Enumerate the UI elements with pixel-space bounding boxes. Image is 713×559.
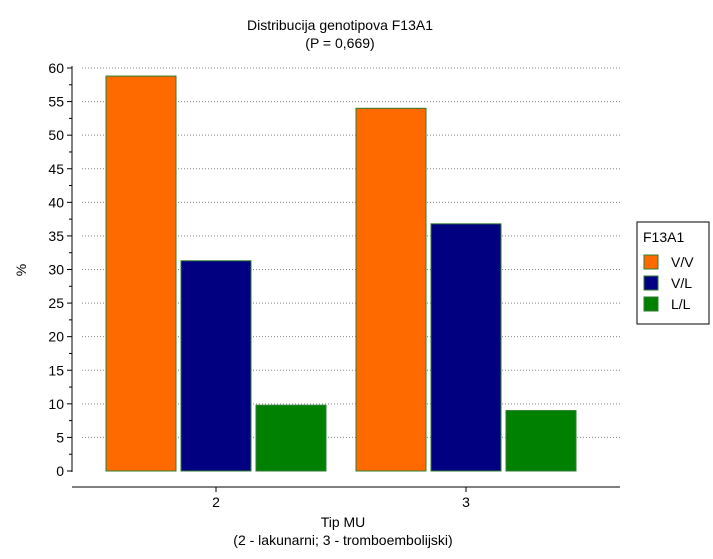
- bar-v-l-2: [180, 260, 252, 472]
- y-tick-label: 15: [48, 362, 64, 378]
- y-tick-label: 10: [48, 396, 64, 412]
- chart-title: Distribucija genotipova F13A1: [247, 17, 433, 33]
- legend-label: L/L: [671, 296, 691, 312]
- x-tick-label: 2: [212, 494, 220, 510]
- y-axis-label: %: [13, 264, 29, 276]
- legend-title: F13A1: [643, 229, 684, 245]
- y-axis: 0 5 10 15 20 25 30 35 40 45 50 55 60: [48, 60, 73, 479]
- y-tick-label: 5: [56, 429, 64, 445]
- legend-label: V/L: [671, 275, 692, 291]
- bar-l-l-2: [255, 404, 327, 472]
- y-tick-label: 50: [48, 127, 64, 143]
- chart-subtitle: (P = 0,669): [305, 35, 374, 51]
- bar-v-l-3: [430, 223, 502, 472]
- y-tick-label: 30: [48, 262, 64, 278]
- legend-swatch: [643, 296, 659, 312]
- x-axis-label: Tip MU: [321, 514, 366, 530]
- y-tick-label: 60: [48, 60, 64, 76]
- x-axis-note: (2 - lakunarni; 3 - tromboembolijski): [233, 532, 452, 548]
- legend: F13A1 V/V V/L L/L: [636, 221, 710, 325]
- y-tick-label: 55: [48, 94, 64, 110]
- y-tick-label: 20: [48, 329, 64, 345]
- legend-label: V/V: [671, 254, 694, 270]
- y-tick-label: 40: [48, 194, 64, 210]
- x-tick-label: 3: [462, 494, 470, 510]
- bar-v-v-2: [105, 75, 177, 472]
- y-tick-label: 35: [48, 228, 64, 244]
- bars: [105, 75, 577, 472]
- bar-v-v-3: [355, 107, 427, 472]
- y-tick-label: 0: [56, 463, 64, 479]
- legend-swatch: [643, 254, 659, 270]
- y-tick-label: 45: [48, 161, 64, 177]
- y-tick-label: 25: [48, 295, 64, 311]
- bar-l-l-3: [505, 410, 577, 472]
- legend-swatch: [643, 275, 659, 291]
